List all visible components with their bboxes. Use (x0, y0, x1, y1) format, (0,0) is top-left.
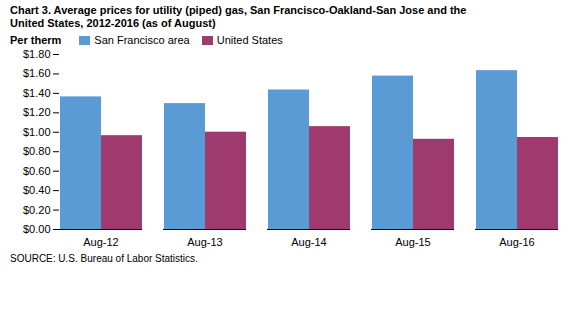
html-text:Chart 3. Average prices for ut: Chart 3. Average prices for utility (pip… (10, 4, 467, 29)
svg-text:$0.80: $0.80 (23, 145, 51, 157)
svg-text:$1.00: $1.00 (23, 126, 51, 138)
svg-text:Aug-13: Aug-13 (187, 236, 222, 248)
svg-text:$0.00: $0.00 (23, 223, 51, 235)
svg-text:Aug-16: Aug-16 (499, 236, 534, 248)
html-text:United States: United States (216, 34, 283, 46)
svg-text:$0.40: $0.40 (23, 184, 51, 196)
svg-text:$1.80: $1.80 (23, 48, 51, 60)
svg-text:$0.20: $0.20 (23, 204, 51, 216)
svg-text:Aug-14: Aug-14 (291, 236, 326, 248)
svg-text:$1.40: $1.40 (23, 87, 51, 99)
svg-text:Aug-12: Aug-12 (83, 236, 118, 248)
svg-text:Aug-15: Aug-15 (395, 236, 430, 248)
html-text:Per therm: Per therm (10, 34, 62, 46)
html-text:San Francisco area: San Francisco area (94, 34, 190, 46)
svg-text:$0.60: $0.60 (23, 165, 51, 177)
svg-text:$1.60: $1.60 (23, 67, 51, 79)
html-text:SOURCE: U.S. Bureau of Labor S: SOURCE: U.S. Bureau of Labor Statistics. (10, 253, 198, 264)
svg-text:$1.20: $1.20 (23, 106, 51, 118)
